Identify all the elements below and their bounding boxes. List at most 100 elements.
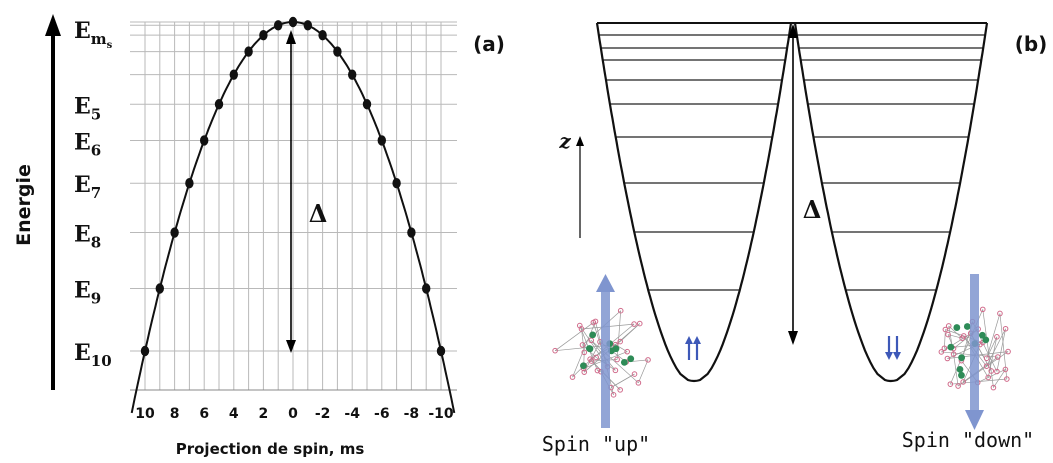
spin-up-arrow-icon <box>596 274 615 428</box>
atom <box>941 345 948 352</box>
z-arrow-head <box>576 136 584 146</box>
atom <box>979 306 986 313</box>
atom <box>635 380 642 386</box>
x-tick-label: -2 <box>315 406 331 422</box>
energy-level-label: E7 <box>74 172 101 202</box>
panel-b-tag: (b) <box>1015 32 1048 56</box>
atom <box>983 363 990 369</box>
atom <box>617 307 624 314</box>
energy-level-label: E5 <box>74 93 101 123</box>
spin-down-arrow-icon <box>965 274 984 430</box>
x-tick-label: 0 <box>288 406 298 422</box>
x-tick-label: -4 <box>344 406 360 422</box>
atom <box>576 322 583 329</box>
metal-atom <box>958 354 966 362</box>
ms-state-dot <box>288 16 298 28</box>
ms-state-dot <box>436 345 446 357</box>
energy-grid <box>130 21 457 391</box>
ms-state-dot <box>200 135 209 146</box>
bond <box>944 329 946 349</box>
ms-state-dot <box>170 227 179 238</box>
delta-arrow-b-head-bottom <box>788 331 798 345</box>
ms-state-dot <box>377 135 386 146</box>
ms-state-dot <box>392 178 401 189</box>
bond <box>581 328 585 353</box>
x-axis-label: Projection de spin, ms <box>176 440 365 458</box>
energy-level-label: E8 <box>74 222 101 252</box>
atom <box>645 357 651 363</box>
energy-level-label: E9 <box>74 277 101 307</box>
atom <box>942 326 949 333</box>
atom <box>945 331 951 338</box>
atom <box>1005 348 1011 355</box>
spin-down-pair-icon <box>885 336 901 360</box>
delta-label-a: Δ <box>309 199 328 228</box>
bond <box>986 313 1001 359</box>
atom <box>610 392 617 398</box>
atom <box>938 349 945 355</box>
atom <box>581 369 588 375</box>
bond <box>999 313 1008 380</box>
metal-atom <box>953 324 961 331</box>
bond <box>616 310 622 360</box>
ms-state-dot <box>244 46 253 57</box>
metal-atom <box>947 343 955 351</box>
right-potential-well <box>793 22 989 383</box>
ms-state-dot <box>259 29 268 41</box>
atom <box>617 338 623 345</box>
ms-state-dot <box>407 227 416 238</box>
atom <box>994 368 1000 375</box>
energy-axis-label: Energie <box>13 164 35 246</box>
bond <box>597 370 602 372</box>
bond <box>619 323 641 342</box>
atom <box>590 319 597 326</box>
ms-state-dot <box>155 283 164 294</box>
atom <box>624 348 631 355</box>
atom <box>985 374 991 381</box>
metal-atom <box>589 331 597 339</box>
bond <box>610 373 635 388</box>
bond <box>554 322 594 351</box>
x-tick-label: 10 <box>135 406 155 422</box>
x-tick-label: -8 <box>404 406 420 422</box>
delta-arrow-b-head-top <box>788 24 798 38</box>
metal-atom <box>982 336 990 344</box>
x-tick-label: 4 <box>229 406 239 422</box>
atom <box>1002 325 1009 332</box>
ms-state-dot <box>333 46 342 57</box>
atom <box>983 355 990 362</box>
atom <box>631 321 637 327</box>
metal-atom <box>627 355 635 363</box>
atom <box>959 335 965 342</box>
atom <box>593 354 599 361</box>
ms-state-dot <box>362 99 372 110</box>
atom <box>990 384 997 391</box>
atom <box>1002 366 1009 373</box>
atom <box>581 349 588 356</box>
atom <box>579 342 586 348</box>
ms-state-dot <box>185 178 194 189</box>
atom <box>988 368 995 374</box>
bond <box>953 354 959 387</box>
x-tick-label: -6 <box>374 406 390 422</box>
delta-label-b: Δ <box>803 195 822 224</box>
energy-arrow-head <box>45 14 61 36</box>
atom <box>569 374 576 380</box>
bond <box>638 359 649 383</box>
atom <box>1004 376 1010 382</box>
energy-level-label: Ems <box>74 18 113 51</box>
atom <box>947 381 954 387</box>
spin-down-label: Spin "down" <box>902 428 1034 452</box>
bond <box>977 369 1006 383</box>
ms-state-dot <box>422 283 431 294</box>
bond <box>982 309 994 388</box>
ms-state-dot <box>214 99 224 110</box>
energy-level-label: E6 <box>74 129 101 159</box>
ms-state-points <box>140 16 446 357</box>
bond <box>572 321 596 378</box>
atom <box>955 383 961 389</box>
delta-arrow-a-head-top <box>286 30 296 44</box>
metal-atom <box>956 365 964 373</box>
panel-a: Energie Δ Ems E5 E6 E7 E8 E9 E10 10 8 6 4 2 0 -2 -4 -6… <box>13 14 505 458</box>
